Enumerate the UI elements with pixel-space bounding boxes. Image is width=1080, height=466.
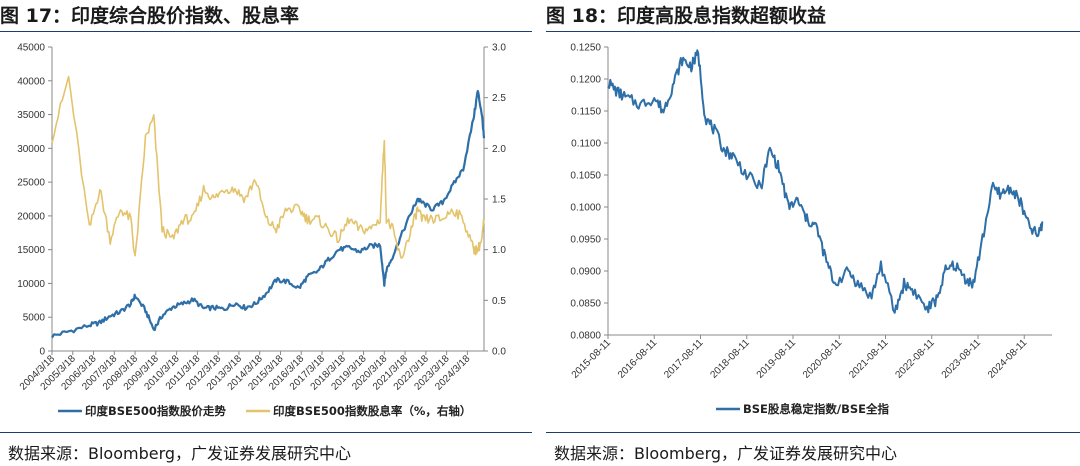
legend-label-price: 印度BSE500指数股价走势 <box>85 404 226 418</box>
source-note-right: 数据来源：Bloomberg，广发证券发展研究中心 <box>554 444 898 463</box>
chart-right: 0.0800 0.0850 0.0900 0.0950 0.1000 0.1050 0.11… <box>570 43 1052 416</box>
source-note-left: 数据来源：Bloomberg，广发证券发展研究中心 <box>8 444 352 463</box>
y-tick-label: 0.1000 <box>570 203 601 214</box>
y-tick-label: 0.1050 <box>570 171 601 182</box>
x-tick-label: 2020-08-11 <box>801 337 845 381</box>
x-tick-label: 2015-08-11 <box>570 337 614 381</box>
x-tick-label: 2024-08-11 <box>986 337 1030 381</box>
right-y-tick-label: 1.0 <box>492 245 506 256</box>
series-line-excess-return <box>607 49 1044 314</box>
x-tick-label: 2016-08-11 <box>616 337 660 381</box>
left-y-tick-label: 0 <box>39 347 45 358</box>
y-tick-label: 0.0900 <box>570 267 601 278</box>
left-y-tick-label: 20000 <box>17 211 45 222</box>
title-rule-right <box>546 31 1080 32</box>
x-tick-label: 2019-08-11 <box>755 337 799 381</box>
x-tick-label: 2023-08-11 <box>940 337 984 381</box>
chart-title-right: 图 18：印度高股息指数超额收益 <box>546 5 827 27</box>
title-rule-left <box>0 31 532 32</box>
y-tick-label: 0.0950 <box>570 235 601 246</box>
x-tick-label: 2021-08-11 <box>847 337 891 381</box>
right-y-tick-label: 1.5 <box>492 195 506 206</box>
chart-title-left: 图 17：印度综合股价指数、股息率 <box>0 5 300 27</box>
left-y-tick-label: 30000 <box>17 144 45 155</box>
legend-label-excess-return: BSE股息稳定指数/BSE全指 <box>743 402 890 416</box>
series-line-bse500-price <box>51 89 486 339</box>
right-y-tick-label: 2.5 <box>492 93 506 104</box>
right-y-tick-label: 2.0 <box>492 144 506 155</box>
left-y-tick-label: 10000 <box>17 279 45 290</box>
y-tick-label: 0.1250 <box>570 43 601 54</box>
right-y-tick-label: 0.0 <box>492 347 506 358</box>
right-y-tick-label: 0.5 <box>492 296 506 307</box>
left-y-tick-label: 35000 <box>17 110 45 121</box>
left-y-tick-label: 45000 <box>17 43 45 54</box>
y-tick-label: 0.1100 <box>571 139 601 150</box>
source-rule-right <box>546 432 1080 433</box>
left-y-tick-label: 15000 <box>17 245 45 256</box>
right-y-tick-label: 3.0 <box>492 43 506 54</box>
y-tick-label: 0.1200 <box>570 75 601 86</box>
y-tick-label: 0.0850 <box>570 299 601 310</box>
left-y-tick-label: 5000 <box>23 313 46 324</box>
x-tick-label: 2022-08-11 <box>893 337 937 381</box>
chart-left: 0 5000 10000 15000 20000 25000 30000 35000 40000… <box>17 43 506 419</box>
series-line-bse500-dividend-yield <box>51 75 485 259</box>
panel-right-chart: 图 18：印度高股息指数超额收益 0.0800 0.0850 0.0900 0.095… <box>546 0 1080 466</box>
y-tick-label: 0.0800 <box>570 331 601 342</box>
panel-left-chart: 图 17：印度综合股价指数、股息率 0 5000 10000 15000 20000 25… <box>0 0 532 466</box>
y-tick-label: 0.1150 <box>571 107 601 118</box>
x-tick-label: 2018-08-11 <box>708 337 752 381</box>
legend-label-yield: 印度BSE500指数股息率（%，右轴） <box>273 404 471 418</box>
left-y-tick-label: 40000 <box>17 76 45 87</box>
left-y-tick-label: 25000 <box>17 178 45 189</box>
x-tick-label: 2017-08-11 <box>662 337 706 381</box>
source-rule-left <box>0 432 532 433</box>
